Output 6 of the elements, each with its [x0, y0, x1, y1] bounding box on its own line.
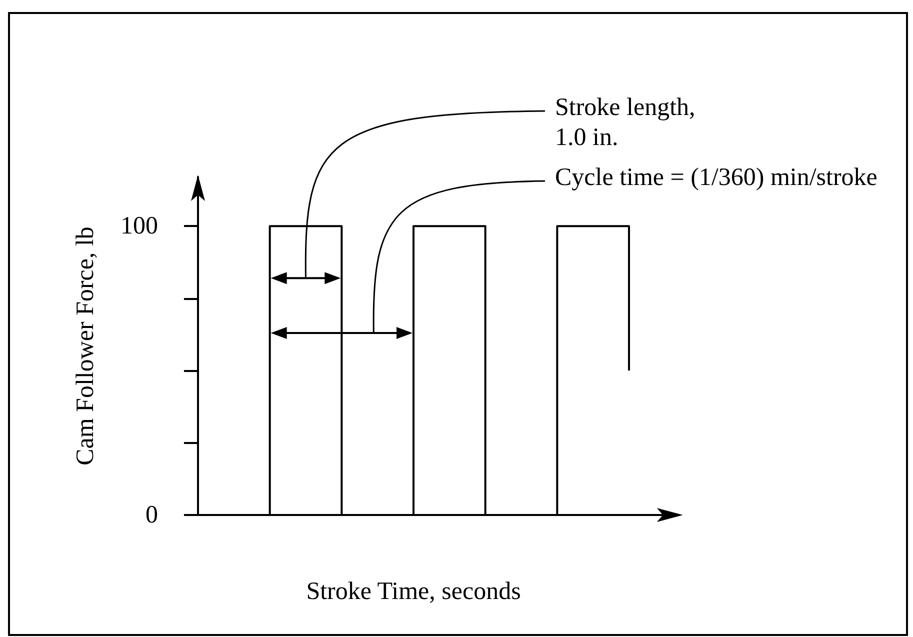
x-axis-title: Stroke Time, seconds — [306, 578, 521, 605]
y-tick-label: 0 — [146, 502, 158, 528]
y-axis-title: Cam Follower Force, lb — [72, 226, 99, 466]
text: Stroke length, 1.0 in. — [555, 93, 696, 153]
annotation: Cycle time = (1/360) min/stroke — [555, 163, 878, 193]
y-tick-label: 100 — [120, 212, 158, 240]
